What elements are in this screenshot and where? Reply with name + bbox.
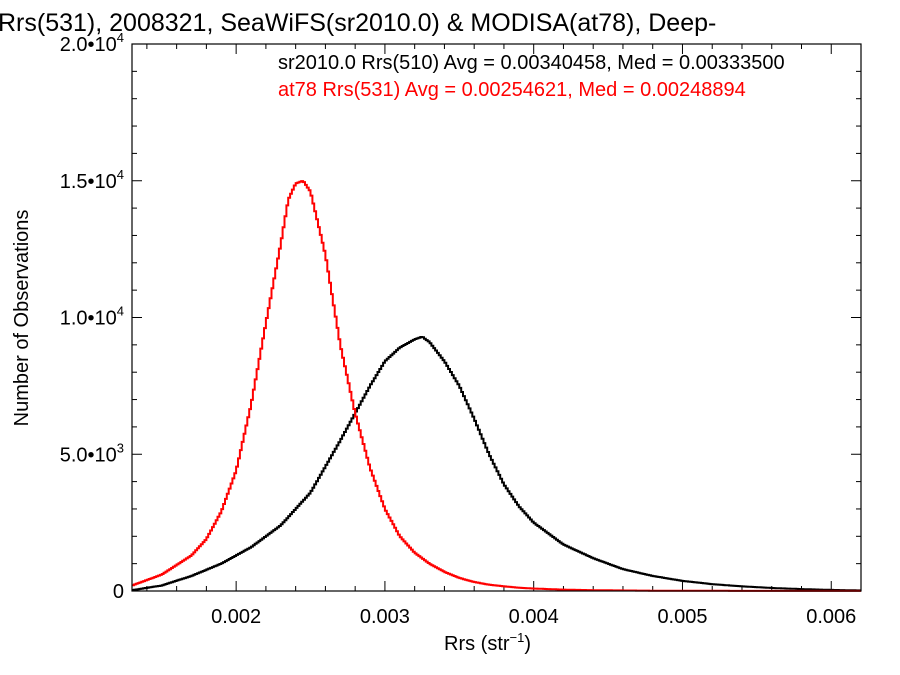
x-tick-label: 0.005 [657,606,707,628]
legend-entry-1: sr2010.0 Rrs(510) Avg = 0.00340458, Med … [278,52,785,74]
y-axis-label: Number of Observations [11,210,33,427]
series-group [132,180,861,592]
legend-entry-2: at78 Rrs(531) Avg = 0.00254621, Med = 0.… [278,79,746,101]
y-tick-label: 1.5•104 [60,167,124,193]
axis-ticks [132,43,862,592]
y-tick-labels: 0 5.0•103 1.0•104 1.5•104 2.0•104 [60,30,124,603]
x-tick-label: 0.002 [211,606,261,628]
y-tick-label: 5.0•103 [60,440,124,466]
x-axis-label: Rrs (str−1) [444,630,531,655]
x-tick-label: 0.004 [509,606,559,628]
y-tick-label: 0 [113,581,124,603]
series-line-2 [132,180,861,592]
x-tick-label: 0.003 [360,606,410,628]
x-tick-label: 0.006 [806,606,856,628]
y-tick-label: 2.0•104 [60,30,124,56]
y-tick-label: 1.0•104 [60,304,124,330]
series-line-1 [132,336,861,592]
x-tick-labels: 0.002 0.003 0.004 0.005 0.006 [211,606,856,628]
chart-title: Rrs(531), 2008321, SeaWiFS(sr2010.0) & M… [0,9,716,37]
plot-frame [131,43,862,592]
